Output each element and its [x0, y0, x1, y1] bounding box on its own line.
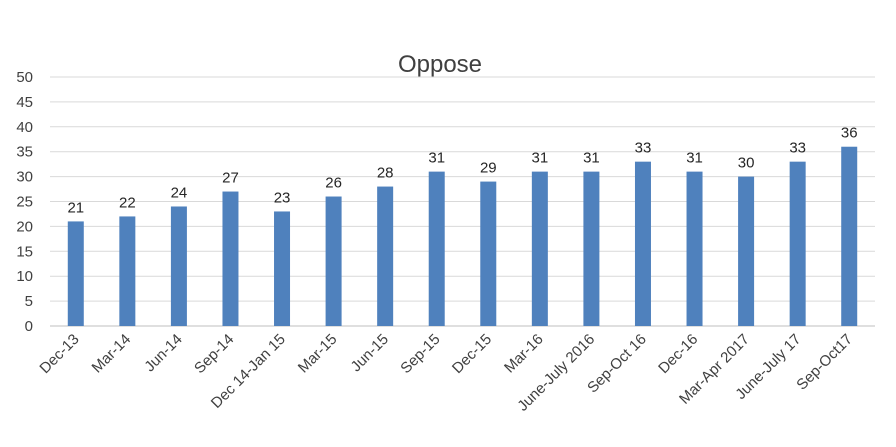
bar — [738, 176, 755, 326]
data-label: 26 — [325, 175, 342, 192]
bar — [686, 171, 703, 326]
x-tick-label: Sep-Oct17 — [793, 331, 856, 394]
bar — [170, 206, 187, 326]
data-label: 21 — [67, 199, 84, 216]
bar — [634, 161, 651, 326]
x-tick-label: Mar-16 — [501, 331, 547, 377]
data-label: 31 — [428, 150, 445, 167]
bar — [222, 191, 239, 326]
bar — [428, 171, 445, 326]
data-label: 22 — [119, 194, 136, 211]
bar — [841, 146, 858, 326]
x-tick-label: Dec-15 — [449, 331, 495, 377]
y-tick-label: 5 — [25, 293, 33, 310]
x-tick-label: Sep-15 — [397, 331, 443, 377]
bar — [325, 196, 342, 326]
gridlines — [50, 76, 875, 327]
data-label: 31 — [532, 150, 549, 167]
x-tick-label: Sep-14 — [191, 331, 237, 377]
bar — [583, 171, 600, 326]
bar — [480, 181, 497, 326]
bar — [531, 171, 548, 326]
bar — [119, 216, 136, 326]
x-tick-label: Mar-15 — [295, 331, 341, 377]
data-label: 28 — [377, 165, 394, 182]
data-labels: 21 22 24 27 23 26 28 31 29 31 31 33 31 30 33 36 — [67, 125, 857, 217]
data-label: 29 — [480, 160, 497, 177]
y-tick-label: 45 — [16, 94, 33, 111]
y-tick-label: 35 — [16, 144, 33, 161]
y-tick-label: 40 — [16, 119, 33, 136]
bars — [67, 146, 858, 326]
y-tick-label: 20 — [16, 218, 33, 235]
data-label: 24 — [171, 184, 188, 201]
data-label: 33 — [635, 140, 652, 157]
bar — [67, 221, 84, 326]
x-tick-label: Jun-15 — [348, 331, 392, 375]
x-tick-label: Dec-16 — [655, 331, 701, 377]
bar — [274, 211, 291, 326]
bar — [789, 161, 806, 326]
y-tick-label: 0 — [25, 318, 33, 335]
data-label: 33 — [789, 140, 806, 157]
y-tick-label: 25 — [16, 194, 33, 211]
data-label: 31 — [583, 150, 600, 167]
y-tick-label: 30 — [16, 169, 33, 186]
x-tick-label: Jun-14 — [141, 331, 185, 375]
data-label: 23 — [274, 189, 291, 206]
data-label: 30 — [738, 155, 755, 172]
x-tick-label: Mar-14 — [89, 331, 135, 377]
y-axis-tick-labels: 0 5 10 15 20 25 30 35 40 45 50 — [16, 69, 33, 335]
chart-title: Oppose — [398, 51, 482, 78]
y-tick-label: 10 — [16, 268, 33, 285]
x-tick-label: Dec-13 — [36, 331, 82, 377]
bar — [377, 186, 394, 326]
y-tick-label: 50 — [16, 69, 33, 86]
data-label: 31 — [686, 150, 703, 167]
data-label: 27 — [222, 170, 239, 187]
data-label: 36 — [841, 125, 858, 142]
y-tick-label: 15 — [16, 243, 33, 260]
